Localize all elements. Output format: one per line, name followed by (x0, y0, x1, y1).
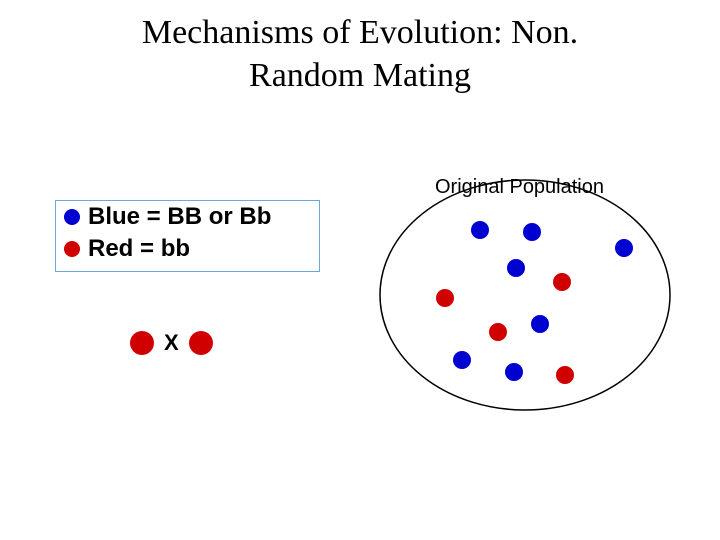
population-dot (453, 351, 471, 369)
population-dot (489, 323, 507, 341)
population-diagram (0, 0, 720, 540)
population-dot (523, 223, 541, 241)
population-dot (531, 315, 549, 333)
population-dot (436, 289, 454, 307)
population-dot (615, 239, 633, 257)
population-dot (553, 273, 571, 291)
population-dot (505, 363, 523, 381)
population-dot (471, 221, 489, 239)
population-dot (556, 366, 574, 384)
population-ellipse (380, 180, 670, 410)
population-dot (507, 259, 525, 277)
